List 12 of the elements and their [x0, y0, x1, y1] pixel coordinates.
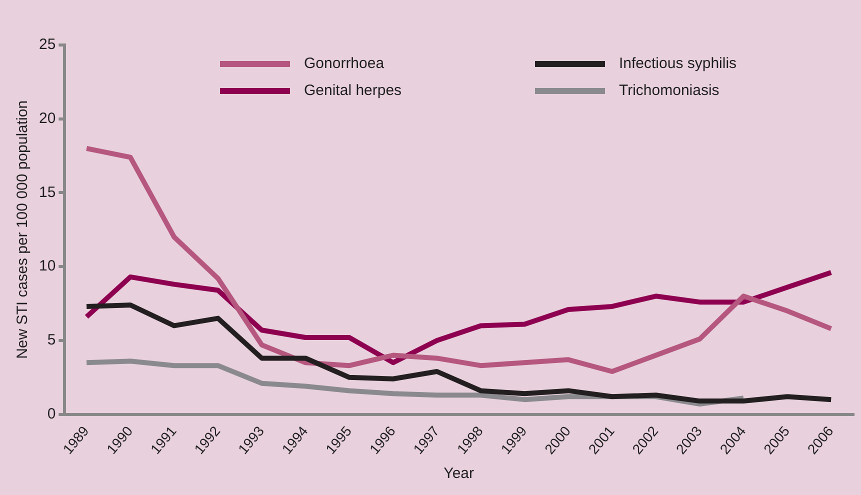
y-tick-label: 10: [38, 258, 56, 275]
legend-label: Genital herpes: [304, 82, 402, 99]
y-tick-label: 25: [38, 36, 56, 54]
x-axis-title: Year: [444, 465, 474, 482]
y-tick-label: 15: [38, 184, 56, 201]
y-tick-label: 5: [47, 332, 56, 349]
y-tick-label: 0: [47, 405, 56, 422]
legend-label: Gonorrhoea: [304, 55, 384, 72]
y-axis-title: New STI cases per 100 000 population: [14, 100, 32, 359]
y-tick-label: 20: [38, 110, 56, 128]
legend-label: Infectious syphilis: [619, 55, 737, 72]
legend-label: Trichomoniasis: [619, 82, 720, 99]
